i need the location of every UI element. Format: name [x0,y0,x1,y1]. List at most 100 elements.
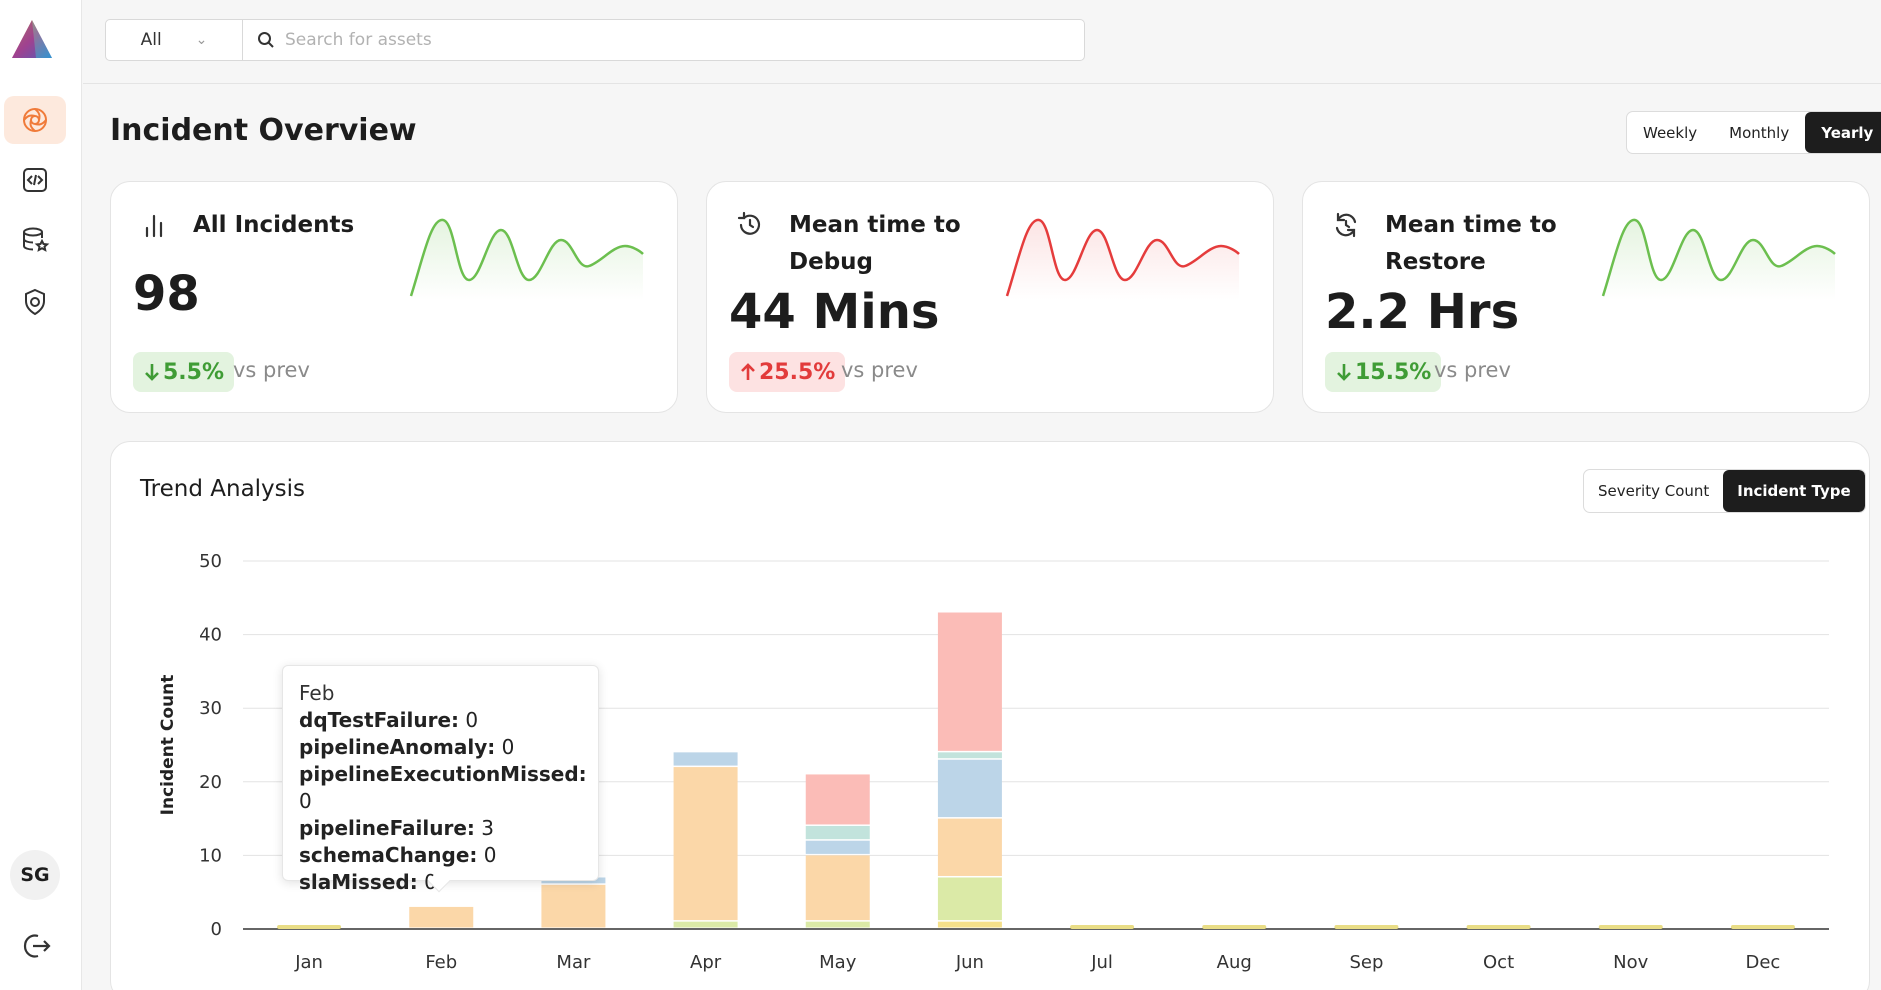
bar-segment [541,884,606,928]
period-weekly[interactable]: Weekly [1643,123,1698,142]
x-tick-label: Jan [294,952,323,973]
avatar[interactable]: SG [10,850,60,900]
y-tick-label: 50 [199,551,222,572]
tooltip-row: slaMissed: 0 [299,869,582,896]
shield-settings-icon [25,288,45,316]
card-value: 44 Mins [729,284,940,340]
database-star-icon [23,227,50,252]
tooltip-value: 0 [501,735,515,759]
delta-value: 5.5% [163,359,225,385]
card-value: 98 [133,266,200,322]
y-tick-label: 20 [199,772,222,793]
period-yearly[interactable]: Yearly [1805,112,1881,153]
y-tick-label: 10 [199,845,222,866]
arrow-up-icon [741,363,755,380]
y-tick-label: 0 [211,919,222,940]
sidebar: SG [0,0,82,990]
x-tick-label: Jun [955,952,984,973]
y-axis-label: Incident Count [158,675,178,816]
tooltip-key: pipelineExecutionMissed: [299,762,587,786]
card-value: 2.2 Hrs [1325,284,1520,340]
nav-code[interactable] [4,156,66,204]
tooltip-row: schemaChange: 0 [299,842,582,869]
toggle-incident-type[interactable]: Incident Type [1723,470,1865,512]
bar-segment [673,752,738,766]
card-all-incidents: All Incidents 98 5.5% vs prev [110,181,678,413]
bar-empty [1334,925,1399,929]
nav-governance[interactable] [4,278,66,326]
x-tick-label: Dec [1745,952,1780,973]
bar-segment [937,921,1002,928]
refresh-icon [1335,212,1357,238]
tooltip-key: schemaChange: [299,843,478,867]
bar-segment [673,767,738,921]
period-toggle: Weekly Monthly Yearly [1626,111,1881,154]
bar-segment [937,612,1002,751]
chart-tooltip: Feb dqTestFailure: 0 pipelineAnomaly: 0 … [282,665,599,894]
bar-segment [937,752,1002,759]
logout-icon[interactable] [18,928,54,964]
chevron-down-icon: ⌄ [195,32,208,48]
bar-segment [937,818,1002,876]
toggle-severity-count[interactable]: Severity Count [1598,482,1710,500]
tooltip-key: dqTestFailure: [299,708,460,732]
sparkline [409,218,644,300]
tooltip-row: pipelineFailure: 3 [299,815,582,842]
bar-segment [673,921,738,928]
search-scope-select[interactable]: All ⌄ [106,20,243,60]
search-icon [258,32,274,48]
chart-type-toggle: Severity Count Incident Type [1583,469,1866,513]
x-tick-label: Nov [1613,952,1648,973]
search-field[interactable] [243,20,1084,60]
card-label: All Incidents [193,212,355,238]
y-tick-label: 30 [199,698,222,719]
delta-value: 15.5% [1355,359,1432,385]
card-mean-time-restore: Mean time to Restore 2.2 Hrs 15.5% vs pr… [1302,181,1870,413]
bar-segment [805,840,870,854]
bar-empty [1202,925,1267,929]
bar-empty [1730,925,1795,929]
vs-prev-label: vs prev [841,358,918,382]
app-logo[interactable] [10,18,54,62]
incidents-icon [23,108,47,132]
tooltip-row: dqTestFailure: 0 [299,707,582,734]
x-tick-label: Aug [1217,952,1252,973]
bar-empty [1466,925,1531,929]
card-mean-time-debug: Mean time to Debug 44 Mins 25.5% vs prev [706,181,1274,413]
x-tick-label: Sep [1349,952,1383,973]
delta-badge: 15.5% [1325,352,1442,392]
x-tick-label: May [819,952,857,973]
tooltip-key: pipelineFailure: [299,816,475,840]
nav-incidents[interactable] [4,96,66,144]
search-scope-value: All [140,30,162,50]
tooltip-key: slaMissed: [299,870,418,894]
nav-catalog[interactable] [4,216,66,264]
period-monthly[interactable]: Monthly [1729,123,1790,142]
sparkline [1005,218,1240,300]
card-label: Mean time to Restore [1385,212,1557,275]
x-tick-label: Feb [425,952,457,973]
trend-title: Trend Analysis [140,476,306,502]
bar-segment [805,825,870,840]
delta-badge: 5.5% [133,352,235,392]
arrow-down-icon [1337,364,1351,381]
bar-empty [1598,925,1663,929]
y-tick-label: 40 [199,625,222,646]
search-input[interactable] [285,30,985,50]
bar-segment [937,759,1002,818]
bar-empty [1070,925,1135,929]
search-bar: All ⌄ [105,19,1085,61]
bar-segment [805,921,870,928]
delta-value: 25.5% [759,359,836,385]
tooltip-value: 3 [481,816,495,840]
x-tick-label: Jul [1090,952,1113,973]
sparkline [1601,218,1836,300]
bar-segment [937,877,1002,921]
tooltip-value: 0 [299,789,312,813]
bar-segment [409,906,474,928]
bar-segment [805,855,870,921]
history-icon [737,211,761,235]
tooltip-title: Feb [299,681,335,705]
code-icon [23,168,47,192]
